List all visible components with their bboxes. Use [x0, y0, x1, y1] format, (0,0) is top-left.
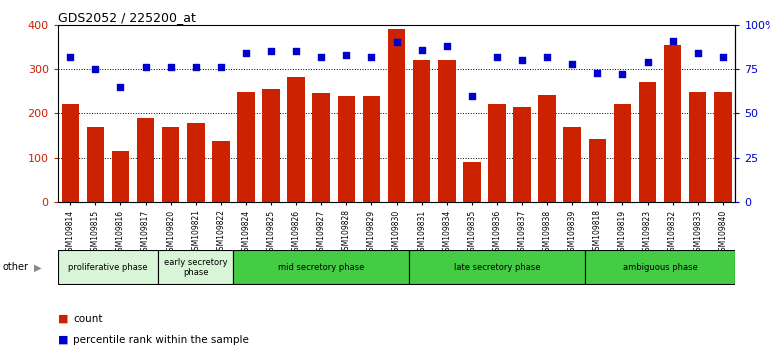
Point — [691, 50, 704, 56]
Point — [64, 54, 76, 59]
Bar — [588, 139, 606, 202]
Point — [340, 52, 353, 58]
Point — [165, 64, 177, 70]
Text: ▶: ▶ — [34, 262, 42, 272]
Bar — [112, 151, 129, 202]
Bar — [187, 123, 205, 202]
Bar — [363, 96, 380, 202]
Bar — [162, 127, 179, 202]
Bar — [564, 127, 581, 202]
Text: other: other — [2, 262, 28, 272]
Bar — [337, 97, 355, 202]
Text: mid secretory phase: mid secretory phase — [278, 263, 364, 272]
Bar — [413, 60, 430, 202]
Point — [265, 48, 277, 54]
Point — [667, 38, 679, 44]
Text: ■: ■ — [58, 335, 69, 345]
Point — [239, 50, 252, 56]
Bar — [714, 92, 732, 202]
Bar — [639, 82, 656, 202]
Bar — [158, 250, 233, 284]
Point — [390, 40, 403, 45]
Point — [416, 47, 428, 52]
Bar — [237, 92, 255, 202]
Point — [139, 64, 152, 70]
Point — [189, 64, 202, 70]
Text: early secretory
phase: early secretory phase — [164, 258, 228, 277]
Bar — [58, 250, 158, 284]
Bar — [538, 95, 556, 202]
Point — [591, 70, 604, 75]
Bar — [438, 60, 456, 202]
Point — [516, 57, 528, 63]
Text: ambiguous phase: ambiguous phase — [623, 263, 698, 272]
Point — [616, 72, 628, 77]
Bar — [463, 162, 480, 202]
Point — [490, 54, 503, 59]
Point — [440, 43, 453, 49]
Bar — [388, 29, 405, 202]
Bar — [212, 141, 229, 202]
Bar — [287, 77, 305, 202]
Bar — [409, 250, 584, 284]
Text: count: count — [73, 314, 102, 324]
Point — [290, 48, 303, 54]
Bar — [86, 127, 104, 202]
Point — [566, 61, 578, 67]
Text: proliferative phase: proliferative phase — [69, 263, 148, 272]
Bar — [137, 118, 154, 202]
Text: percentile rank within the sample: percentile rank within the sample — [73, 335, 249, 345]
Bar — [62, 104, 79, 202]
Bar — [664, 45, 681, 202]
Text: late secretory phase: late secretory phase — [454, 263, 541, 272]
Point — [541, 54, 554, 59]
Bar — [488, 104, 506, 202]
Point — [215, 64, 227, 70]
Bar — [584, 250, 735, 284]
Point — [365, 54, 377, 59]
Text: ■: ■ — [58, 314, 69, 324]
Bar — [263, 89, 280, 202]
Point — [315, 54, 327, 59]
Bar — [689, 92, 707, 202]
Point — [114, 84, 126, 90]
Point — [466, 93, 478, 98]
Text: GDS2052 / 225200_at: GDS2052 / 225200_at — [58, 11, 196, 24]
Bar — [514, 107, 531, 202]
Point — [89, 66, 102, 72]
Bar — [313, 93, 330, 202]
Point — [641, 59, 654, 65]
Point — [717, 54, 729, 59]
Bar — [233, 250, 409, 284]
Bar — [614, 104, 631, 202]
